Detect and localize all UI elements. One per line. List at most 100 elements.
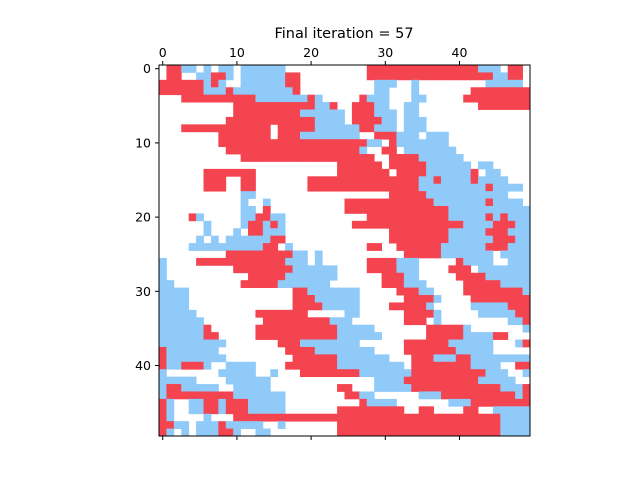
- cell-agent-b: [403, 65, 412, 73]
- cell-agent-a: [285, 94, 293, 103]
- cell-agent-b: [500, 213, 509, 222]
- cell-agent-b: [418, 369, 427, 378]
- cell-agent-b: [233, 146, 242, 155]
- cell-agent-a: [396, 265, 405, 274]
- cell-agent-a: [507, 265, 516, 274]
- cell-agent-a: [344, 354, 353, 363]
- cell-agent-a: [440, 191, 449, 199]
- cell-agent-b: [359, 421, 368, 429]
- cell-agent-b: [440, 65, 449, 73]
- cell-agent-a: [463, 213, 472, 222]
- cell-agent-b: [359, 102, 368, 110]
- cell-agent-a: [173, 317, 182, 326]
- cell-agent-b: [455, 354, 464, 363]
- cell-agent-b: [262, 146, 271, 155]
- cell-agent-a: [166, 295, 175, 303]
- cell-agent-a: [448, 235, 457, 244]
- cell-agent-b: [225, 139, 234, 148]
- cell-agent-b: [426, 413, 434, 422]
- cell-agent-a: [322, 302, 331, 311]
- cell-agent-b: [329, 154, 338, 162]
- cell-agent-b: [448, 324, 457, 333]
- cell-agent-b: [515, 302, 523, 311]
- cell-agent-a: [381, 109, 390, 118]
- cell-agent-a: [381, 384, 390, 392]
- cell-agent-a: [344, 324, 353, 333]
- cell-agent-b: [277, 154, 286, 162]
- cell-agent-b: [307, 324, 316, 333]
- cell-agent-a: [507, 205, 516, 214]
- cell-agent-a: [255, 94, 264, 103]
- cell-agent-a: [159, 376, 167, 385]
- cell-agent-b: [478, 280, 486, 288]
- cell-agent-a: [188, 406, 197, 415]
- cell-agent-a: [285, 272, 293, 281]
- cell-agent-b: [299, 116, 308, 125]
- cell-agent-a: [374, 87, 382, 96]
- cell-agent-b: [218, 94, 227, 103]
- x-tick-label: 40: [452, 45, 468, 60]
- cell-agent-b: [403, 317, 412, 326]
- cell-agent-b: [262, 317, 271, 326]
- cell-agent-b: [411, 183, 420, 192]
- cell-agent-a: [181, 309, 190, 318]
- cell-agent-a: [248, 72, 256, 81]
- cell-agent-b: [255, 280, 264, 288]
- cell-agent-b: [262, 154, 271, 162]
- cell-agent-b: [396, 428, 405, 437]
- cell-agent-a: [181, 65, 190, 73]
- cell-agent-a: [166, 332, 175, 340]
- cell-agent-b: [307, 102, 316, 110]
- cell-agent-b: [285, 124, 293, 133]
- cell-agent-a: [359, 354, 368, 363]
- cell-agent-a: [366, 369, 375, 378]
- cell-agent-a: [374, 376, 382, 385]
- cell-agent-a: [248, 361, 256, 370]
- cell-agent-b: [285, 361, 293, 370]
- cell-agent-a: [322, 346, 331, 355]
- cell-agent-b: [418, 421, 427, 429]
- cell-agent-a: [159, 309, 167, 318]
- cell-agent-b: [389, 72, 397, 81]
- cell-agent-b: [307, 139, 316, 148]
- cell-agent-a: [478, 250, 486, 259]
- x-tick-label: 20: [303, 45, 319, 60]
- cell-agent-a: [478, 309, 486, 318]
- cell-agent-a: [299, 250, 308, 259]
- cell-agent-b: [225, 257, 234, 266]
- cell-agent-b: [507, 87, 516, 96]
- cell-agent-a: [240, 421, 249, 429]
- cell-agent-b: [389, 183, 397, 192]
- cell-agent-b: [389, 421, 397, 429]
- cell-agent-b: [455, 391, 464, 400]
- cell-agent-a: [403, 124, 412, 133]
- cell-agent-b: [374, 168, 382, 177]
- cell-agent-b: [210, 79, 219, 88]
- cell-agent-b: [248, 131, 256, 140]
- cell-agent-b: [344, 176, 353, 185]
- cell-agent-b: [396, 65, 405, 73]
- cell-agent-a: [314, 280, 323, 288]
- cell-agent-a: [374, 109, 382, 118]
- cell-agent-b: [196, 79, 204, 88]
- cell-agent-b: [322, 324, 331, 333]
- cell-agent-a: [270, 94, 279, 103]
- cell-agent-b: [233, 257, 242, 266]
- cell-agent-a: [203, 361, 212, 370]
- cell-agent-a: [166, 361, 175, 370]
- cell-agent-a: [314, 94, 323, 103]
- cell-agent-a: [492, 65, 501, 73]
- cell-agent-b: [262, 109, 271, 118]
- cell-agent-a: [448, 191, 457, 199]
- cell-agent-b: [411, 213, 420, 222]
- cell-agent-a: [240, 198, 249, 207]
- cell-agent-a: [470, 332, 479, 340]
- cell-agent-a: [448, 168, 457, 177]
- cell-agent-b: [418, 198, 427, 207]
- cell-agent-b: [248, 146, 256, 155]
- cell-agent-b: [307, 332, 316, 340]
- cell-agent-b: [203, 332, 212, 340]
- cell-agent-a: [196, 384, 204, 392]
- cell-agent-a: [485, 161, 494, 170]
